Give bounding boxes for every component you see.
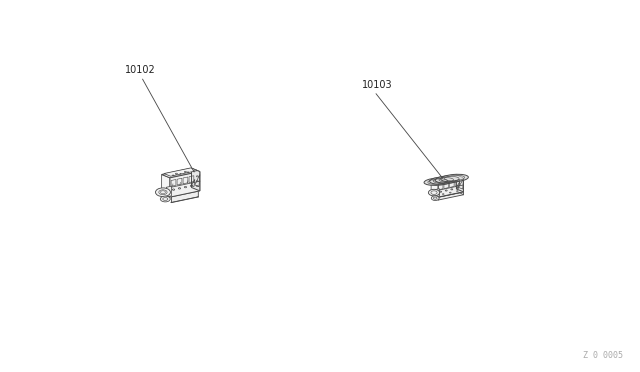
Polygon shape [431,180,438,197]
Polygon shape [438,178,463,197]
Text: 10102: 10102 [125,65,156,75]
Circle shape [156,188,170,196]
Polygon shape [172,191,198,203]
Polygon shape [431,175,463,183]
Text: Z 0 0005: Z 0 0005 [583,351,623,360]
Ellipse shape [429,177,457,184]
Ellipse shape [435,176,463,183]
Ellipse shape [441,174,468,182]
Polygon shape [456,175,463,192]
Polygon shape [438,192,463,200]
Circle shape [428,189,440,196]
Polygon shape [162,174,170,197]
Polygon shape [166,186,172,197]
Polygon shape [436,189,440,197]
Polygon shape [191,168,200,191]
Circle shape [160,196,170,202]
Polygon shape [170,171,200,197]
Polygon shape [162,168,200,178]
Ellipse shape [424,178,452,185]
Circle shape [431,196,439,201]
Text: 10103: 10103 [362,80,392,90]
Polygon shape [164,168,198,176]
